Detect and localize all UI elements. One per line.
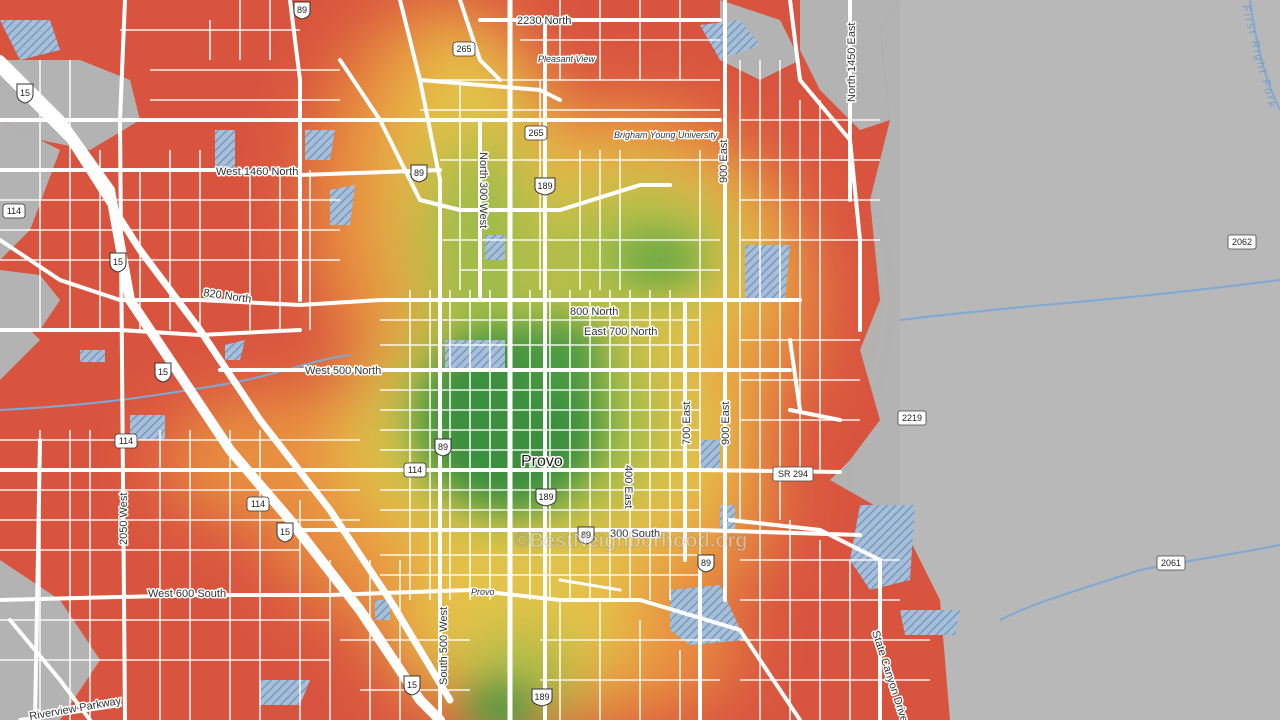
svg-text:89: 89 (438, 442, 448, 452)
sr114-shield-icon: 114 (2, 203, 26, 219)
us89-shield-icon: 89 (577, 526, 595, 545)
label-provo-small: Provo (471, 587, 495, 597)
svg-text:2061: 2061 (1161, 558, 1181, 568)
label-400-east: 400 East (622, 465, 634, 508)
svg-text:SR 294: SR 294 (778, 469, 808, 479)
sr2061-shield-icon: 2061 (1156, 555, 1186, 571)
svg-text:89: 89 (581, 530, 591, 540)
svg-text:189: 189 (534, 692, 549, 702)
us189-shield-icon: 189 (535, 488, 557, 507)
svg-text:89: 89 (701, 558, 711, 568)
sr2219-shield-icon: 2219 (897, 410, 927, 426)
mountain-area (900, 0, 1280, 720)
svg-text:15: 15 (113, 257, 123, 267)
label-south-500-west: South 500 West (438, 607, 450, 685)
label-east-700-north: East 700 North (584, 326, 657, 338)
label-pleasant-view: Pleasant View (538, 54, 595, 64)
us189-shield-icon: 189 (534, 177, 556, 196)
i15-shield-icon: 15 (109, 252, 127, 273)
svg-text:189: 189 (537, 181, 552, 191)
state-route-shields: 265 265 114 114 114 114 2062 2219 2061 (2, 41, 1257, 571)
label-north-300-west: North 300 West (477, 152, 489, 228)
rivers (0, 0, 1280, 621)
svg-text:2062: 2062 (1232, 237, 1252, 247)
svg-text:114: 114 (119, 436, 133, 446)
svg-text:15: 15 (20, 88, 30, 98)
svg-text:15: 15 (158, 367, 168, 377)
svg-text:265: 265 (456, 44, 471, 54)
label-2050-west: 2050 West (118, 493, 130, 545)
sr294-label: SR 294 (772, 466, 814, 482)
city-label: Provo (521, 453, 563, 470)
svg-text:2219: 2219 (902, 413, 922, 423)
sr265-shield-icon: 265 (452, 41, 476, 57)
svg-text:114: 114 (7, 206, 21, 216)
watermark: ©BestNeighborhood.org (515, 530, 748, 552)
sr114-shield-icon: 114 (403, 462, 427, 478)
label-800-north: 800 North (570, 306, 618, 318)
us89-shield-icon: 89 (410, 164, 428, 183)
svg-text:189: 189 (538, 492, 553, 502)
label-west-1460-north: West 1460 North (216, 166, 298, 178)
local-streets (0, 0, 930, 720)
svg-text:114: 114 (251, 499, 265, 509)
label-byu: Brigham Young University (614, 130, 718, 140)
svg-text:15: 15 (407, 680, 417, 690)
svg-text:89: 89 (414, 168, 424, 178)
svg-text:15: 15 (280, 527, 290, 537)
svg-text:89: 89 (297, 5, 307, 15)
us89-shield-icon: 89 (293, 1, 311, 20)
label-900-east-north: 900 East (718, 140, 730, 183)
i15-shield-icon: 15 (154, 362, 172, 383)
interstate-shields: 15 15 15 15 15 (16, 83, 421, 696)
water-areas (0, 20, 960, 705)
sr2062-shield-icon: 2062 (1227, 234, 1257, 250)
us-route-shields: 89 89 189 89 189 89 89 189 (293, 1, 715, 707)
sr265-shield-icon: 265 (524, 125, 548, 141)
label-300-south: 300 South (610, 528, 660, 540)
label-700-east: 700 East (681, 402, 693, 445)
us89-shield-icon: 89 (697, 554, 715, 573)
us189-shield-icon: 189 (531, 688, 553, 707)
label-west-500-north: West 500 North (305, 365, 381, 377)
i15-shield-icon: 15 (276, 522, 294, 543)
us89-shield-icon: 89 (434, 438, 452, 457)
label-west-600-south: West 600 South (148, 588, 226, 600)
label-900-east-south: 900 East (720, 402, 732, 445)
i15-shield-icon: 15 (16, 83, 34, 104)
label-2230-north: 2230 North (517, 15, 571, 27)
label-north-1450-east: North 1450 East (846, 23, 858, 103)
unrated-area (0, 270, 60, 340)
i15-shield-icon: 15 (403, 675, 421, 696)
sr114-shield-icon: 114 (246, 496, 270, 512)
sr114-shield-icon: 114 (114, 433, 138, 449)
svg-text:114: 114 (408, 465, 422, 475)
svg-text:265: 265 (528, 128, 543, 138)
